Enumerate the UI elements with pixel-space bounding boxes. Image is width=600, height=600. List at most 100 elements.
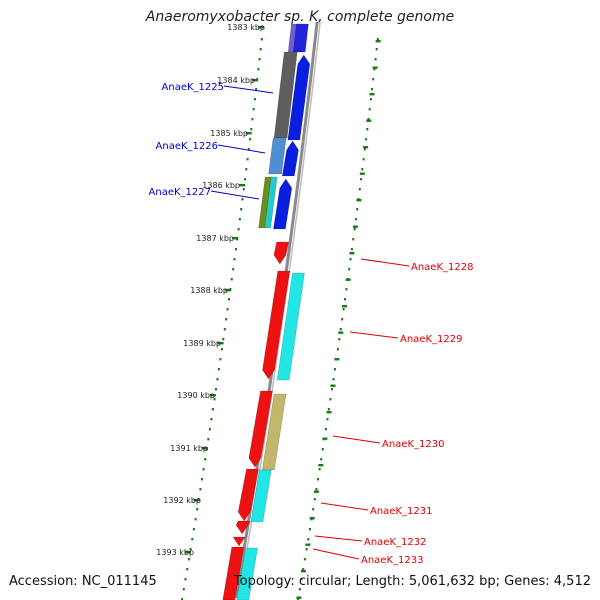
- outer-ring-dash: [356, 199, 362, 202]
- kbp-tick-label: 1392 kbp: [163, 496, 201, 505]
- inner-ring-dot: [210, 418, 213, 421]
- inner-ring-dot: [223, 328, 226, 331]
- outer-ring-dot: [360, 178, 363, 181]
- kbp-tick-label: 1384 kbp: [217, 76, 255, 85]
- reverse-gene-leader: [349, 331, 399, 339]
- inner-ring-dot: [187, 558, 190, 561]
- kbp-tick-label: 1390 kbp: [177, 391, 215, 400]
- outer-ring-dot: [321, 448, 324, 451]
- reverse-gene-leader: [314, 535, 363, 542]
- inner-ring-dot: [258, 58, 261, 61]
- inner-ring-dash: [258, 26, 264, 29]
- outer-tick-ring: [296, 38, 381, 600]
- inner-ring-dot: [238, 218, 241, 221]
- inner-ring-dot: [234, 248, 237, 251]
- inner-ring-dot: [216, 378, 219, 381]
- inner-ring-dot: [237, 228, 240, 231]
- gene-features: [222, 23, 311, 600]
- feature-block: [237, 468, 259, 522]
- outer-ring-dot: [331, 388, 333, 391]
- inner-ring-dot: [253, 98, 256, 101]
- inner-ring-dot: [249, 138, 252, 141]
- feature-block: [262, 270, 291, 380]
- outer-ring-dot: [375, 48, 378, 51]
- inner-ring-dot: [232, 268, 235, 271]
- forward-gene-leader: [210, 190, 260, 200]
- outer-ring-dash: [330, 384, 336, 387]
- outer-ring-dot: [368, 108, 371, 111]
- inner-ring-dot: [245, 168, 248, 171]
- inner-tick-ring: [181, 26, 264, 600]
- feature-block: [273, 178, 293, 230]
- inner-ring-dot: [208, 428, 211, 431]
- outer-ring-dash: [305, 543, 311, 546]
- outer-ring-dot: [354, 218, 357, 221]
- outer-ring-dot: [374, 58, 377, 61]
- inner-ring-dot: [196, 508, 199, 511]
- inner-ring-dot: [226, 308, 229, 311]
- kbp-tick-label: 1385 kbp: [210, 129, 248, 138]
- outer-ring-dot: [349, 258, 352, 261]
- reverse-gene-label: AnaeK_1232: [364, 537, 426, 548]
- inner-ring-dot: [244, 178, 247, 181]
- outer-ring-dot: [298, 588, 301, 591]
- outer-ring-dash: [369, 93, 375, 96]
- kbp-tick-label: 1391 kbp: [170, 444, 208, 453]
- outer-ring-dot: [372, 78, 375, 81]
- inner-ring-dash: [239, 184, 246, 187]
- inner-ring-dot: [228, 298, 230, 301]
- inner-ring-dash: [201, 447, 208, 450]
- feature-block: [236, 547, 258, 600]
- reverse-gene-leader: [360, 258, 410, 267]
- outer-ring-dash: [309, 517, 315, 520]
- forward-gene-leader: [223, 85, 274, 94]
- outer-ring-dot: [338, 338, 341, 341]
- inner-ring-dot: [247, 148, 250, 151]
- inner-ring-dash: [193, 499, 200, 502]
- outer-ring-dash: [322, 437, 328, 440]
- outer-ring-dash: [349, 252, 355, 255]
- outer-ring-dot: [313, 498, 316, 501]
- inner-ring-dot: [184, 578, 187, 581]
- inner-ring-dot: [257, 68, 260, 71]
- inner-ring-dot: [233, 258, 236, 261]
- outer-ring-dot: [324, 428, 327, 431]
- outer-ring-dot: [353, 228, 356, 231]
- reverse-gene-leader: [332, 435, 381, 444]
- inner-ring-dash: [252, 79, 258, 82]
- reverse-gene-label: AnaeK_1233: [361, 555, 423, 566]
- reverse-gene-leader: [320, 502, 369, 511]
- outer-ring-dot: [350, 248, 353, 251]
- outer-ring-dash: [318, 464, 324, 467]
- inner-ring-dot: [250, 128, 253, 131]
- outer-ring-dot: [307, 538, 310, 541]
- forward-gene-label: AnaeK_1227: [149, 187, 211, 198]
- inner-ring-dot: [191, 538, 194, 541]
- outer-ring-dot: [373, 68, 376, 71]
- kbp-tick-label: 1386 kbp: [202, 181, 240, 190]
- outer-ring-dash: [352, 225, 358, 228]
- outer-ring-dot: [361, 168, 364, 171]
- inner-ring-dot: [252, 108, 255, 111]
- outer-ring-dash: [296, 596, 302, 599]
- outer-ring-dash: [372, 66, 378, 69]
- forward-gene-leader: [217, 144, 266, 154]
- outer-ring-dash: [345, 278, 351, 281]
- outer-ring-dot: [315, 488, 318, 491]
- inner-ring-dash: [217, 342, 224, 345]
- inner-ring-dot: [202, 468, 205, 471]
- feature-block: [264, 176, 278, 229]
- feature-block: [250, 469, 272, 523]
- outer-ring-dot: [348, 268, 351, 271]
- feature-block: [276, 272, 305, 381]
- forward-gene-label: AnaeK_1226: [156, 141, 218, 152]
- inner-ring-dot: [246, 158, 249, 161]
- inner-ring-dot: [204, 458, 207, 461]
- inner-ring-dot: [217, 368, 220, 371]
- outer-ring-dash: [342, 305, 347, 308]
- outer-ring-dot: [352, 238, 355, 241]
- inner-ring-dot: [213, 398, 216, 401]
- inner-ring-dot: [220, 348, 223, 351]
- feature-block: [235, 520, 251, 535]
